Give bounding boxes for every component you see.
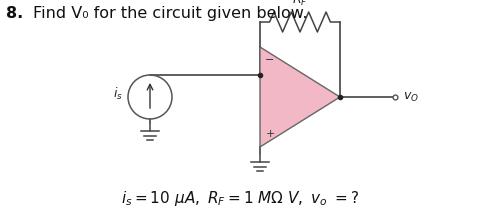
Text: $i_s = 10\ \mu A,\ R_F = 1\ M\Omega\ V,\ v_o\ =?$: $i_s = 10\ \mu A,\ R_F = 1\ M\Omega\ V,\… (121, 190, 359, 208)
Text: $R_F$: $R_F$ (292, 0, 308, 8)
Text: +: + (265, 129, 275, 139)
Text: $i_s$: $i_s$ (113, 86, 123, 102)
Text: 8.: 8. (6, 6, 23, 21)
Polygon shape (260, 47, 340, 147)
Text: $v_O$: $v_O$ (403, 91, 419, 103)
Text: Find V₀ for the circuit given below.: Find V₀ for the circuit given below. (33, 6, 307, 21)
Text: −: − (265, 55, 275, 65)
